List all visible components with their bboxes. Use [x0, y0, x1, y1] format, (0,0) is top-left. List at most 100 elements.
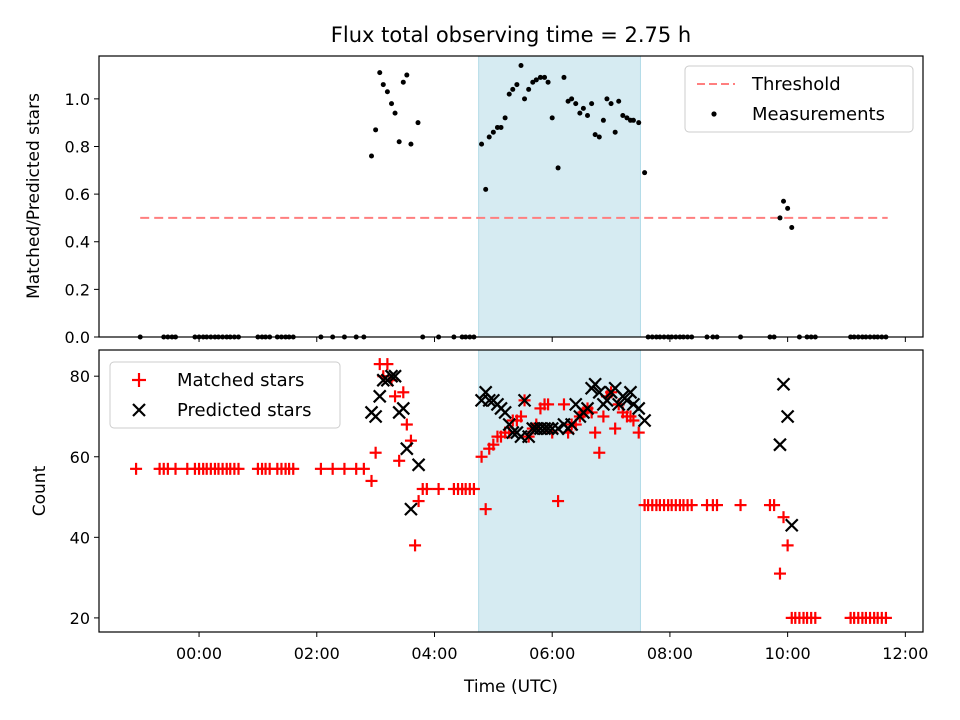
bottom-y-axis-label: Count	[30, 465, 50, 516]
predicted-point	[637, 413, 652, 428]
measurement-point	[569, 96, 575, 102]
matched-point	[400, 418, 413, 431]
measurement-point	[396, 139, 402, 145]
measurement-point	[545, 79, 551, 85]
measurement-point	[612, 129, 618, 135]
top-observing-window	[478, 55, 641, 338]
measurement-point	[608, 101, 614, 107]
predicted-legend-swatch	[132, 403, 146, 417]
top-legend-box	[684, 65, 914, 133]
matched-point	[420, 482, 433, 495]
predicted-point	[776, 377, 791, 392]
bottom-x-tick-label: 02:00	[294, 644, 340, 663]
matched-point	[515, 410, 528, 423]
matched-point	[357, 462, 370, 475]
bottom-x-tick-label: 08:00	[647, 644, 693, 663]
predicted-point	[784, 518, 799, 533]
matched-point	[397, 386, 410, 399]
predicted-point	[551, 421, 565, 436]
measurement-point	[498, 124, 504, 130]
predicted-point	[505, 425, 520, 440]
matched-point	[768, 499, 781, 512]
measurement-point	[530, 79, 536, 85]
measurement-point	[384, 89, 390, 95]
top-y-tick-label: 0.6	[65, 185, 90, 204]
bottom-x-axis-label: Time (UTC)	[463, 677, 558, 697]
measurement-point	[486, 134, 492, 140]
matched-point	[326, 462, 339, 475]
top-y-tick-label: 0.8	[65, 137, 90, 156]
bottom-x-tick-label: 04:00	[411, 644, 457, 663]
measurement-point	[565, 98, 571, 104]
top-y-tick-label: 1.0	[65, 90, 90, 109]
matched-point	[777, 511, 790, 524]
bottom-series-0	[130, 358, 892, 624]
measurement-point	[580, 105, 586, 111]
matched-legend-swatch	[132, 373, 146, 387]
matched-point	[479, 503, 492, 516]
measurement-point	[479, 141, 485, 147]
predicted-point	[396, 401, 411, 416]
measurement-point	[777, 215, 783, 221]
matched-point	[487, 438, 500, 451]
top-panel: Flux total observing time = 2.75 h Match…	[24, 23, 924, 347]
matched-point	[773, 567, 786, 580]
predicted-point	[780, 409, 795, 424]
bottom-panel: Count Time (UTC) 20 40 60 80 00:00 02:00 04:00…	[30, 349, 928, 697]
predicted-point	[517, 393, 532, 408]
predicted-point	[580, 401, 595, 416]
matched-point	[609, 422, 622, 435]
matched-point	[685, 499, 698, 512]
measurement-point	[781, 198, 787, 204]
measurement-point	[392, 110, 398, 116]
matched-point	[338, 462, 351, 475]
matched-point	[381, 358, 394, 371]
measurement-point	[518, 63, 524, 69]
matched-point	[809, 611, 822, 624]
measurement-point	[789, 224, 795, 230]
measurement-point	[624, 115, 630, 121]
top-axes-frame	[98, 55, 924, 338]
bottom-y-tick-label: 40	[70, 528, 90, 547]
measurement-point	[573, 101, 579, 107]
measurement-point	[620, 113, 626, 119]
predicted-point	[541, 421, 555, 436]
measurement-point	[490, 129, 496, 135]
measurement-point	[369, 153, 375, 159]
measurement-point	[561, 74, 567, 80]
matched-point	[552, 495, 565, 508]
bottom-axes-frame	[98, 349, 924, 633]
measurement-point	[785, 205, 791, 211]
predicted-point	[600, 393, 614, 408]
bottom-legend-box	[109, 361, 341, 429]
predicted-point	[620, 393, 634, 408]
measurement-point	[537, 74, 543, 80]
predicted-point	[545, 421, 559, 436]
bottom-series-1	[364, 369, 799, 533]
matched-point	[409, 539, 422, 552]
matched-point	[879, 611, 892, 624]
measurements-legend-swatch	[711, 111, 717, 117]
measurement-point	[506, 91, 512, 97]
top-plot-area: 0.0 0.2 0.4 0.6 0.8 1.0	[65, 55, 924, 347]
predicted-point	[388, 369, 402, 383]
predicted-point	[372, 389, 387, 404]
measurement-point	[533, 77, 539, 83]
measurement-point	[526, 86, 532, 92]
measurement-point	[415, 120, 421, 126]
matched-point	[314, 462, 327, 475]
predicted-point	[773, 437, 787, 452]
measurement-point	[604, 96, 610, 102]
measurement-point	[577, 110, 583, 116]
bottom-legend: Matched stars Predicted stars	[109, 361, 341, 429]
matched-point	[432, 482, 445, 495]
matched-point	[593, 446, 606, 459]
measurement-point	[380, 82, 386, 88]
predicted-point	[384, 369, 399, 383]
predicted-point	[411, 458, 426, 472]
measurement-point	[636, 120, 642, 126]
predicted-point	[404, 502, 418, 516]
predicted-point	[482, 393, 497, 408]
predicted-point	[498, 405, 512, 420]
